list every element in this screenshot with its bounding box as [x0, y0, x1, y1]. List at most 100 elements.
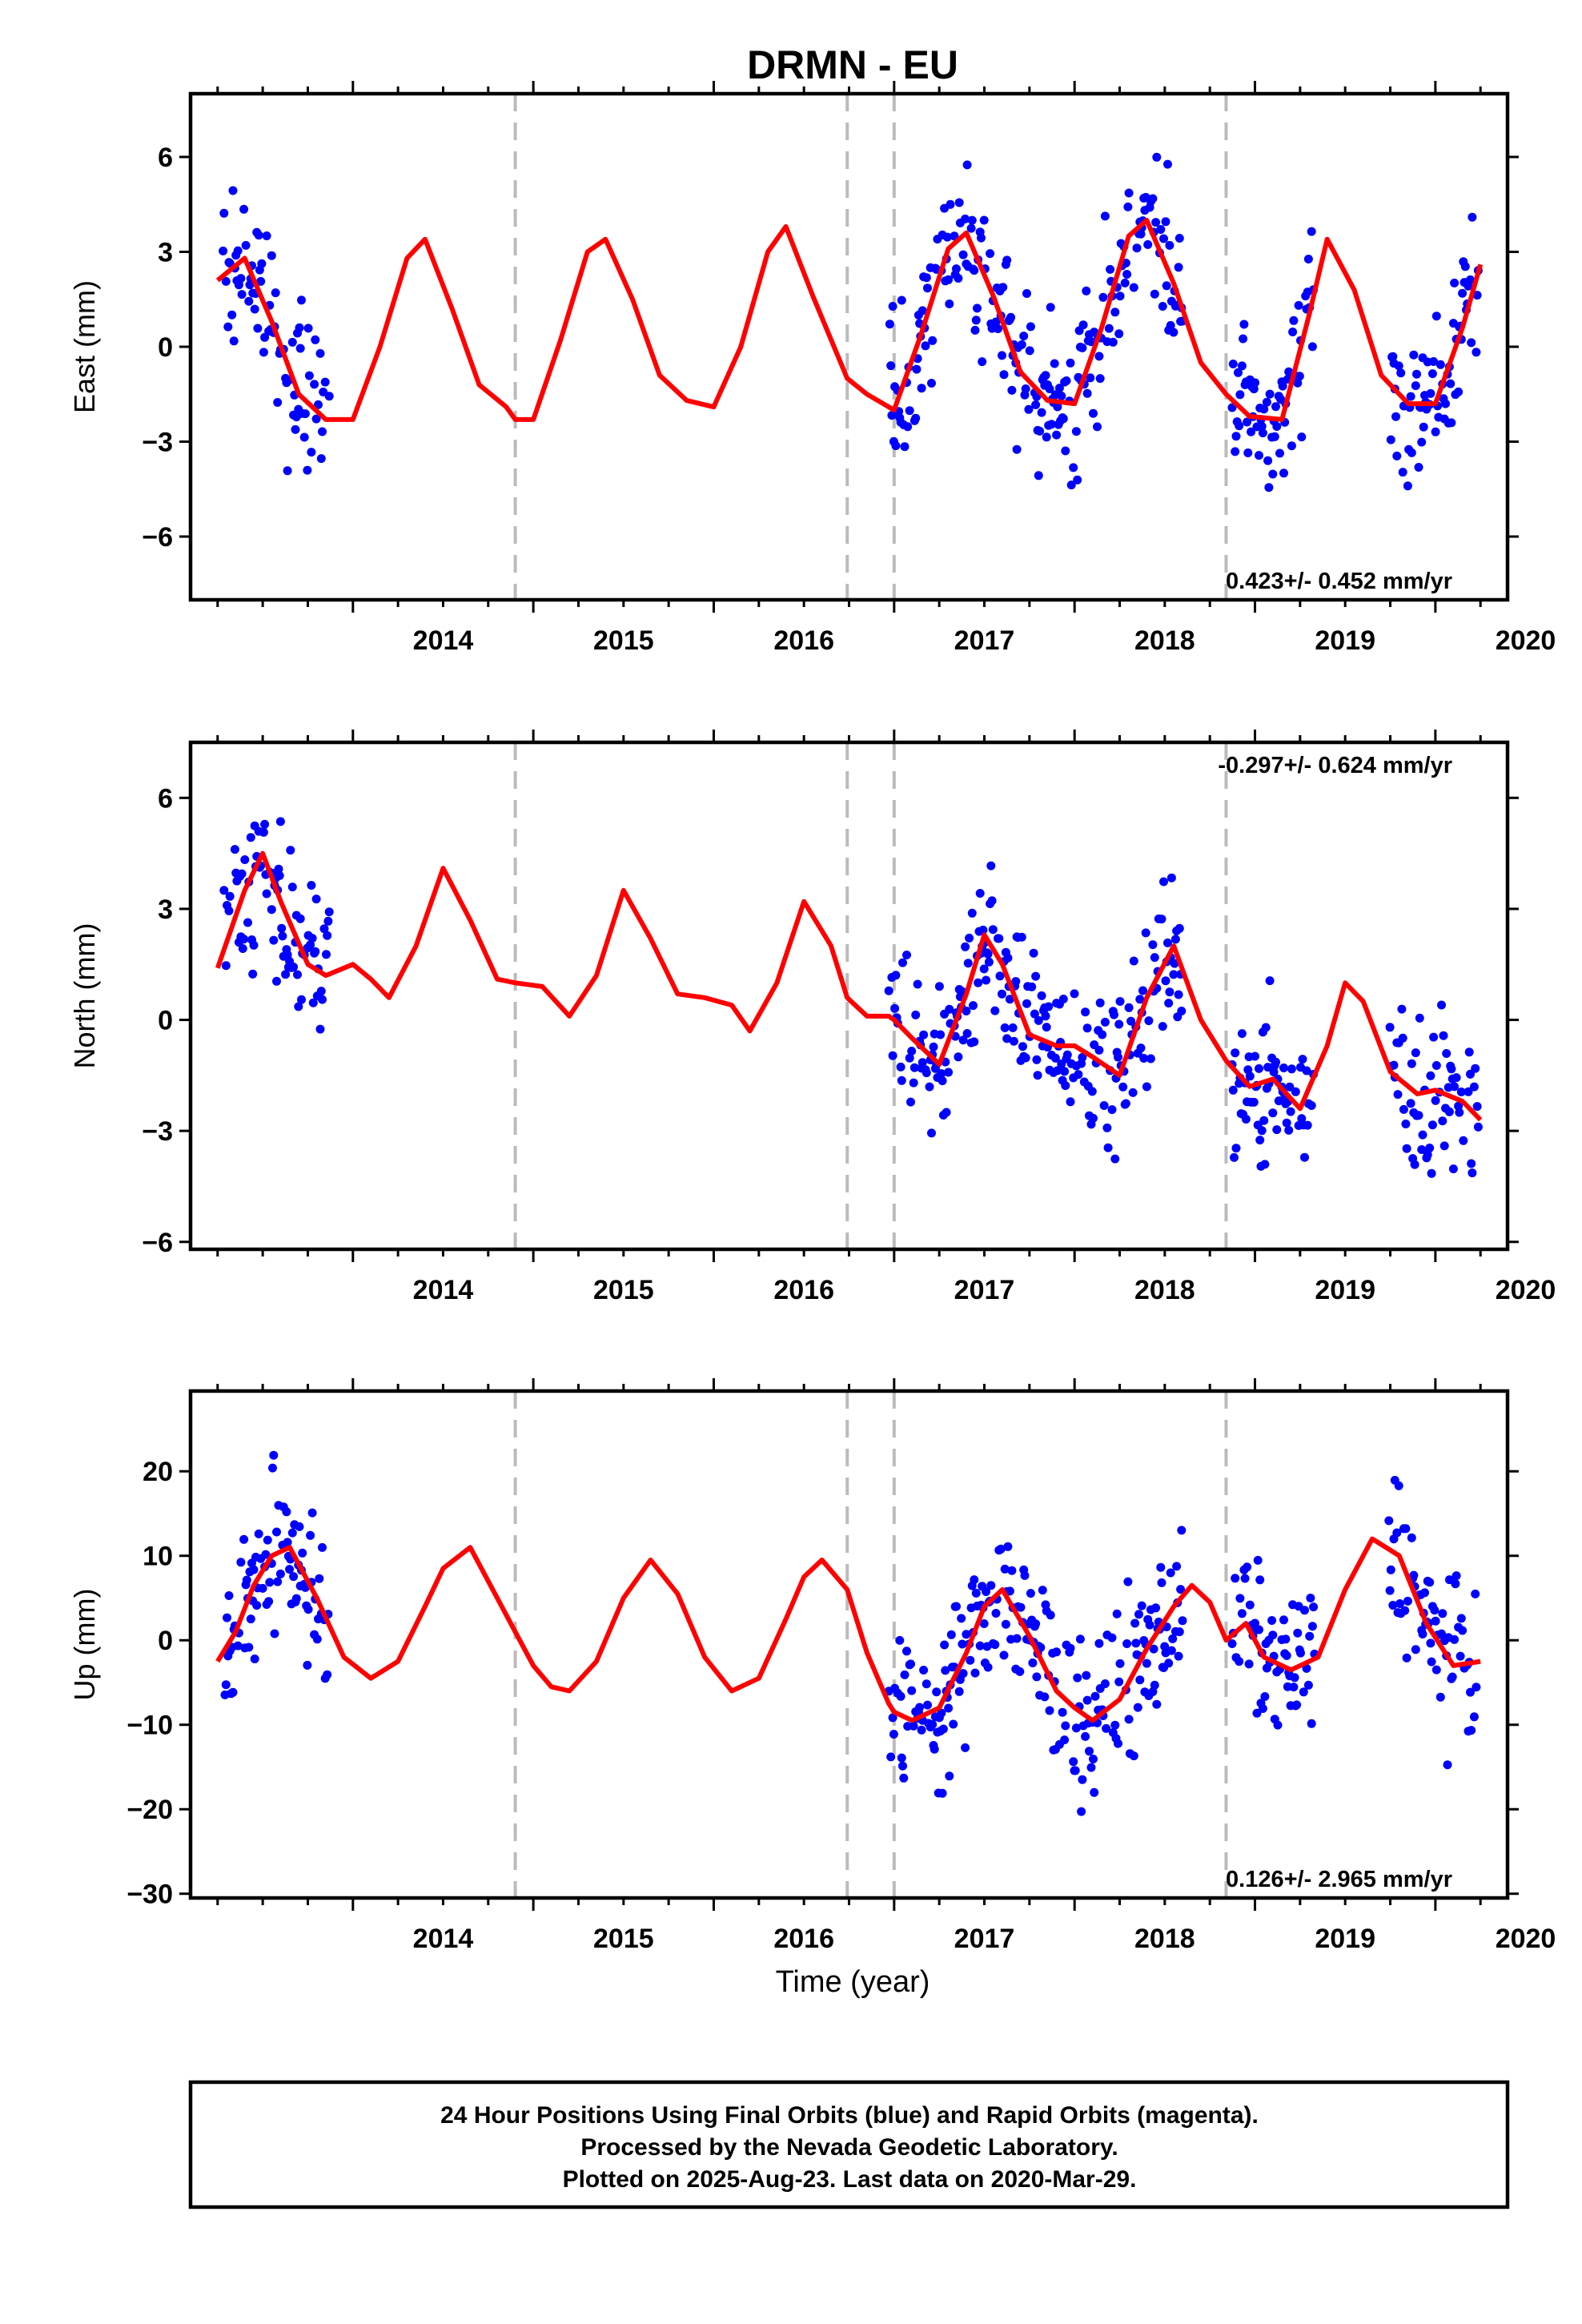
- data-point: [1251, 1051, 1259, 1061]
- data-point: [238, 944, 247, 953]
- data-point: [297, 296, 306, 305]
- data-point: [1407, 1533, 1416, 1542]
- data-point: [224, 906, 234, 915]
- data-point: [1093, 422, 1102, 432]
- data-point: [1003, 953, 1013, 963]
- data-point: [275, 1569, 285, 1578]
- data-point: [1112, 1609, 1122, 1618]
- data-point: [318, 995, 327, 1004]
- data-point: [1106, 264, 1115, 274]
- data-point: [239, 1534, 249, 1544]
- data-point: [969, 1001, 978, 1011]
- data-point: [1034, 1015, 1043, 1025]
- y-tick-label: −30: [126, 1880, 173, 1910]
- east-panel: 6 3 0 −3 −6 2014 2015 2016 2017 2018 2019 2020 East…: [68, 81, 1556, 656]
- data-point: [316, 454, 326, 464]
- data-point: [1029, 948, 1038, 958]
- data-point: [1467, 338, 1476, 348]
- data-point: [1412, 369, 1421, 379]
- data-point: [885, 320, 894, 329]
- data-point: [1401, 1120, 1411, 1128]
- data-point: [994, 934, 1004, 943]
- data-point: [1108, 337, 1118, 347]
- data-point: [270, 1629, 279, 1638]
- data-point: [1403, 481, 1412, 491]
- data-point: [970, 266, 979, 275]
- data-point: [1090, 1787, 1099, 1797]
- north-y-axis-label: North (mm): [68, 923, 101, 1069]
- data-point: [1174, 923, 1184, 933]
- data-point: [1471, 1063, 1480, 1073]
- data-point: [1261, 1023, 1271, 1032]
- data-point: [219, 886, 229, 895]
- data-point: [1393, 1090, 1403, 1100]
- data-point: [1069, 1757, 1078, 1767]
- data-point: [1011, 977, 1021, 986]
- data-point: [1017, 340, 1026, 349]
- up-model-curve: [215, 1536, 1481, 1723]
- data-point: [1407, 1059, 1416, 1068]
- north-panel: 6 3 0 −3 −6 2014 2015 2016 2017 2018 2019 2020 Nort…: [68, 730, 1556, 1305]
- data-point: [283, 1538, 292, 1547]
- data-point: [1466, 1069, 1475, 1079]
- data-point: [1152, 152, 1162, 162]
- data-point: [966, 223, 976, 233]
- data-point: [1437, 1629, 1446, 1638]
- data-point: [1100, 1017, 1110, 1027]
- data-point: [324, 392, 334, 401]
- data-point: [1431, 427, 1440, 436]
- data-point: [970, 325, 980, 335]
- chart-title: DRMN - EU: [747, 42, 958, 87]
- data-point: [1231, 1144, 1241, 1153]
- up-y-axis-label: Up (mm): [68, 1589, 101, 1701]
- data-point: [917, 384, 926, 393]
- data-point: [1082, 286, 1091, 296]
- data-point: [1001, 1619, 1010, 1629]
- data-point: [289, 963, 299, 971]
- data-point: [1419, 422, 1428, 432]
- data-point: [1439, 1141, 1449, 1151]
- x-tick-label: 2016: [773, 625, 834, 656]
- data-point: [1237, 1609, 1247, 1618]
- data-point: [303, 465, 312, 475]
- data-point: [909, 1721, 918, 1731]
- data-point: [1411, 1645, 1420, 1655]
- data-point: [919, 1666, 929, 1675]
- data-point: [1472, 1683, 1481, 1692]
- data-point: [261, 1550, 271, 1559]
- data-point: [1157, 1578, 1166, 1587]
- data-point: [287, 883, 297, 892]
- data-point: [289, 1572, 299, 1582]
- data-point: [962, 1029, 972, 1038]
- data-point: [1468, 1168, 1477, 1178]
- data-point: [265, 1578, 275, 1587]
- data-point: [1081, 1731, 1090, 1741]
- data-point: [962, 160, 972, 170]
- data-point: [1026, 322, 1035, 332]
- data-point: [1158, 1022, 1167, 1031]
- data-point: [315, 1024, 325, 1034]
- data-point: [971, 316, 981, 325]
- data-point: [253, 324, 263, 333]
- data-point: [1094, 1045, 1104, 1055]
- data-point: [1114, 1739, 1122, 1748]
- data-point: [923, 1700, 932, 1710]
- data-point: [979, 964, 989, 974]
- data-point: [1469, 1082, 1479, 1092]
- data-point: [990, 1640, 1000, 1650]
- data-point: [1418, 1130, 1427, 1140]
- data-point: [1418, 1630, 1427, 1638]
- data-point: [1050, 1053, 1060, 1063]
- data-point: [938, 1724, 948, 1734]
- data-point: [1081, 1007, 1090, 1017]
- data-point: [1460, 262, 1470, 271]
- data-point: [1431, 312, 1441, 321]
- data-point: [911, 1010, 921, 1019]
- data-point: [323, 931, 332, 940]
- data-point: [1253, 1555, 1263, 1565]
- data-point: [1300, 1606, 1309, 1615]
- data-point: [1121, 1099, 1130, 1108]
- data-point: [888, 302, 897, 311]
- data-point: [1467, 1159, 1476, 1168]
- data-point: [1102, 1123, 1112, 1132]
